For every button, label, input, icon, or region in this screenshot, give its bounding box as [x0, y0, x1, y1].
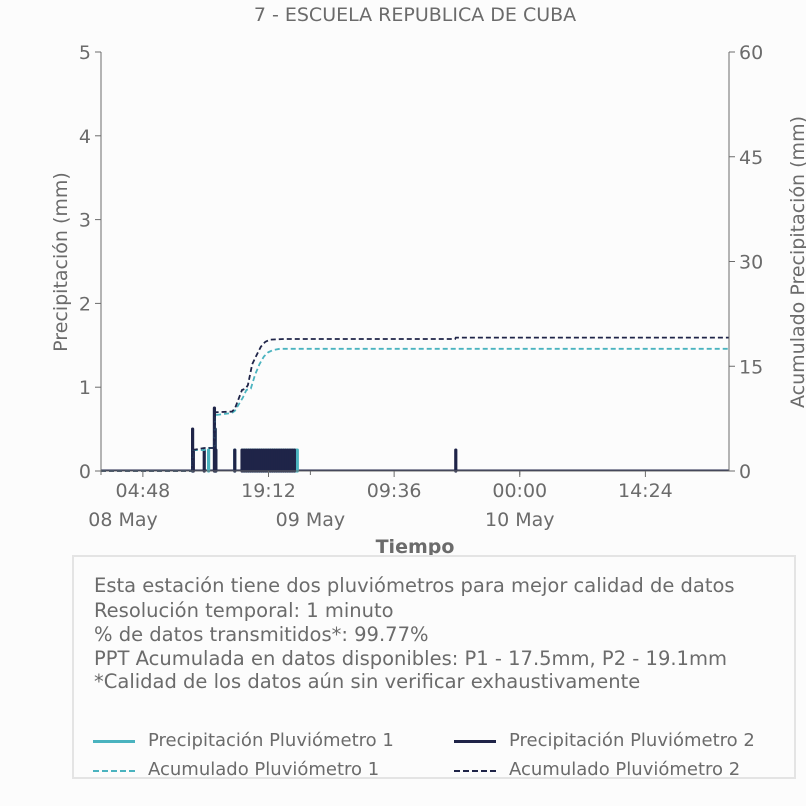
- info-box: Esta estación tiene dos pluviómetros par…: [72, 555, 796, 780]
- y2-axis-label: Acumulado Precipitación (mm): [787, 116, 806, 408]
- y-tick-label: 3: [79, 210, 91, 232]
- legend-label-acc1: Acumulado Pluviómetro 1: [148, 759, 380, 780]
- y2-tick-label: 0: [739, 461, 751, 483]
- x-tick-label: 00:00: [492, 480, 547, 502]
- info-line: Resolución temporal: 1 minuto: [94, 599, 394, 622]
- x-axis-label: Tiempo: [376, 536, 455, 558]
- y-axis-label: Precipitación (mm): [50, 172, 72, 352]
- legend-label-p2: Precipitación Pluviómetro 2: [509, 730, 755, 751]
- y-tick-label: 0: [79, 461, 91, 483]
- legend-swatch-acc2: [454, 770, 496, 772]
- x-tick-label: 09:36: [367, 480, 422, 502]
- info-line: PPT Acumulada en datos disponibles: P1 -…: [94, 647, 727, 670]
- x-tick-label: 19:12: [241, 480, 296, 502]
- legend-label-p1: Precipitación Pluviómetro 1: [148, 730, 394, 751]
- x-date-label: 09 May: [276, 509, 346, 531]
- info-line: % de datos transmitidos*: 99.77%: [94, 623, 429, 646]
- y-tick-label: 2: [79, 293, 91, 315]
- cumulative-line: [101, 347, 729, 472]
- y2-tick-label: 60: [739, 42, 763, 64]
- y-tick-label: 5: [79, 42, 91, 64]
- rainfall-chart: 7 - ESCUELA REPUBLICA DE CUBA 0123450153…: [50, 4, 806, 558]
- y2-tick-label: 15: [739, 356, 763, 378]
- y-tick-label: 1: [79, 377, 91, 399]
- x-date-label: 10 May: [485, 509, 555, 531]
- cumulative-line: [101, 336, 729, 472]
- y2-tick-label: 30: [739, 252, 763, 274]
- chart-title: 7 - ESCUELA REPUBLICA DE CUBA: [254, 4, 576, 26]
- info-line: Esta estación tiene dos pluviómetros par…: [94, 574, 735, 597]
- x-tick-label: 04:48: [115, 480, 170, 502]
- info-line: *Calidad de los datos aún sin verificar …: [94, 670, 641, 693]
- legend-label-acc2: Acumulado Pluviómetro 2: [509, 759, 741, 780]
- legend-swatch-acc1: [93, 770, 135, 772]
- y2-tick-label: 45: [739, 147, 763, 169]
- legend-swatch-p1: [93, 740, 135, 743]
- y-tick-label: 4: [79, 126, 91, 148]
- legend-swatch-p2: [454, 740, 496, 743]
- x-tick-label: 14:24: [618, 480, 673, 502]
- x-date-label: 08 May: [88, 509, 158, 531]
